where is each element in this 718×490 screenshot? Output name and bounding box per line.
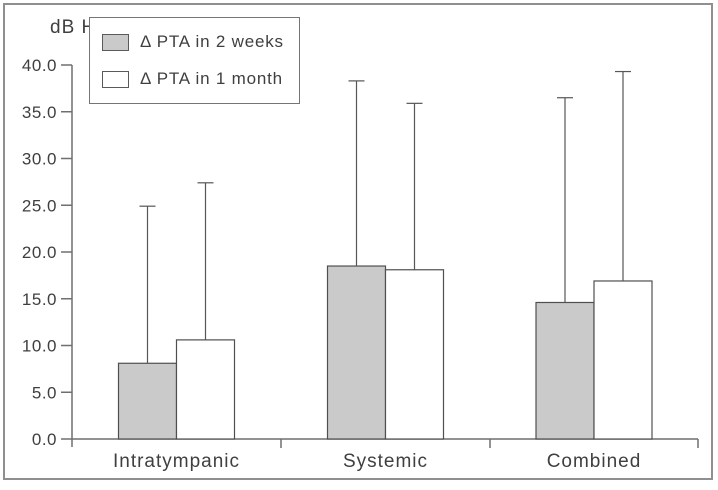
- bar-systemic-series-1: [326, 265, 387, 440]
- bar-intratympanic-series-1: [117, 362, 178, 440]
- y-tick-label: 0.0: [32, 430, 57, 449]
- legend-item-2-weeks: Δ PTA in 2 weeks: [102, 32, 299, 52]
- y-tick-label: 30.0: [22, 150, 57, 169]
- legend-label-2-weeks: Δ PTA in 2 weeks: [140, 32, 284, 51]
- series-2-weeks-swatch: [102, 33, 129, 51]
- x-category-label: Systemic: [343, 451, 428, 472]
- y-tick-label: 5.0: [32, 383, 57, 402]
- y-tick-label: 25.0: [22, 196, 57, 215]
- bar-combined-series-1: [535, 301, 595, 440]
- y-tick-label: 40.0: [22, 56, 57, 75]
- y-tick-label: 35.0: [22, 103, 57, 122]
- x-category-label: Combined: [547, 451, 642, 472]
- y-tick-label: 20.0: [22, 243, 57, 262]
- legend-label-1-month: Δ PTA in 1 month: [140, 69, 283, 88]
- y-tick-label: 15.0: [22, 290, 57, 309]
- series-1-month-swatch: [102, 70, 129, 88]
- legend-item-1-month: Δ PTA in 1 month: [102, 69, 299, 89]
- bar-systemic-series-2: [384, 269, 445, 440]
- bar-intratympanic-series-2: [175, 339, 236, 440]
- legend: Δ PTA in 2 weeks Δ PTA in 1 month: [89, 17, 300, 104]
- y-tick-label: 10.0: [22, 337, 57, 356]
- x-category-label: Intratympanic: [113, 451, 240, 472]
- bar-combined-series-2: [593, 280, 653, 440]
